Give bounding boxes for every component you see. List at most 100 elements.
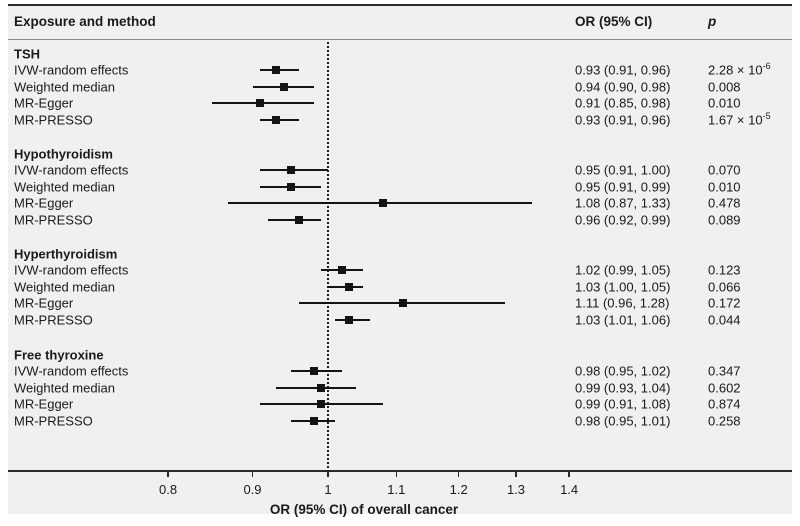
- forest-row: MR-Egger 1.08 (0.87, 1.33) 0.478: [8, 195, 792, 211]
- p-value: 1.67 × 10-5: [708, 110, 771, 128]
- point-estimate-marker: [279, 82, 288, 91]
- forest-row: IVW-random effects 0.98 (0.95, 1.02) 0.347: [8, 363, 792, 379]
- axis-tick: [395, 472, 398, 477]
- axis-tick: [568, 472, 570, 477]
- forest-row: MR-Egger 0.99 (0.91, 1.08) 0.874: [8, 396, 792, 412]
- group-label: Free thyroxine: [14, 347, 104, 363]
- point-estimate-marker: [309, 416, 318, 425]
- or-ci-value: 1.03 (1.00, 1.05): [575, 279, 671, 295]
- forest-row: Weighted median 0.94 (0.90, 0.98) 0.008: [8, 79, 792, 95]
- header-p-value: p: [708, 14, 717, 29]
- method-label: IVW-random effects: [14, 262, 129, 278]
- forest-row: MR-PRESSO 0.93 (0.91, 0.96) 1.67 × 10-5: [8, 110, 792, 128]
- forest-row: Weighted median 0.95 (0.91, 0.99) 0.010: [8, 179, 792, 195]
- p-value: 0.044: [708, 312, 741, 328]
- point-estimate-marker: [316, 400, 325, 409]
- point-estimate-marker: [287, 166, 296, 175]
- point-estimate-marker: [271, 66, 280, 75]
- method-label: MR-Egger: [14, 295, 74, 311]
- point-estimate-marker: [398, 299, 407, 308]
- header-exposure-and-method: Exposure and method: [14, 14, 156, 29]
- plot-area: TSH IVW-random effects 0.93 (0.91, 0.96) 2.…: [8, 40, 792, 470]
- p-value: 0.008: [708, 79, 741, 95]
- or-ci-value: 0.94 (0.90, 0.98): [575, 79, 671, 95]
- p-value: 0.258: [708, 413, 741, 429]
- header-separator-line: [8, 39, 792, 40]
- or-ci-value: 0.98 (0.95, 1.01): [575, 413, 671, 429]
- group-label: Hyperthyroidism: [14, 246, 118, 262]
- reference-dotted-line: [327, 42, 329, 468]
- p-value: 0.874: [708, 396, 741, 412]
- or-ci-value: 0.95 (0.91, 0.99): [575, 179, 671, 195]
- p-value-exponent: -5: [762, 110, 771, 121]
- p-value: 0.089: [708, 212, 741, 228]
- axis-tick-label: 1.2: [449, 482, 468, 497]
- axis-tick: [251, 472, 254, 477]
- or-ci-value: 1.11 (0.96, 1.28): [575, 295, 670, 311]
- axis-tick-label: 1.1: [387, 482, 406, 497]
- point-estimate-marker: [294, 215, 303, 224]
- point-estimate-marker: [271, 115, 280, 124]
- point-estimate-marker: [316, 383, 325, 392]
- method-label: MR-PRESSO: [14, 112, 93, 128]
- axis-tick: [457, 472, 460, 477]
- or-ci-value: 1.08 (0.87, 1.33): [575, 195, 671, 211]
- group-header-row: Free thyroxine: [8, 347, 792, 363]
- point-estimate-marker: [309, 367, 318, 376]
- group-label: Hypothyroidism: [14, 146, 113, 162]
- or-ci-value: 0.93 (0.91, 0.96): [575, 112, 671, 128]
- table-header: Exposure and method OR (95% CI) p: [8, 6, 792, 39]
- axis-tick-label: 0.9: [243, 482, 262, 497]
- p-value: 2.28 × 10-6: [708, 61, 771, 78]
- point-estimate-marker: [345, 315, 354, 324]
- axis-tick-label: 1.3: [506, 482, 526, 497]
- axis-tick: [327, 472, 329, 477]
- axis-tick-label: 1: [324, 482, 332, 497]
- point-estimate-marker: [345, 282, 354, 291]
- or-ci-value: 0.91 (0.85, 0.98): [575, 95, 671, 111]
- method-label: MR-Egger: [14, 195, 74, 211]
- group-header-row: Hyperthyroidism: [8, 246, 792, 262]
- p-value: 0.478: [708, 195, 741, 211]
- forest-row: MR-PRESSO 0.98 (0.95, 1.01) 0.258: [8, 413, 792, 429]
- method-label: MR-Egger: [14, 396, 74, 412]
- confidence-interval-line: [275, 386, 357, 389]
- header-or-ci: OR (95% CI): [575, 14, 653, 29]
- or-ci-value: 1.02 (0.99, 1.05): [575, 262, 671, 278]
- forest-plot-figure: Exposure and method OR (95% CI) p TSH IVW…: [8, 4, 792, 517]
- method-label: Weighted median: [14, 79, 115, 95]
- or-ci-value: 0.99 (0.91, 1.08): [575, 396, 671, 412]
- confidence-interval-line: [268, 218, 321, 221]
- axis-tick-label: 1.4: [560, 482, 579, 497]
- method-label: Weighted median: [14, 279, 115, 295]
- forest-row: Weighted median 1.03 (1.00, 1.05) 0.066: [8, 279, 792, 295]
- point-estimate-marker: [379, 199, 388, 208]
- p-value-exponent: -6: [762, 61, 771, 72]
- forest-row: MR-Egger 1.11 (0.96, 1.28) 0.172: [8, 295, 792, 311]
- x-axis-line: [8, 470, 792, 472]
- method-label: MR-PRESSO: [14, 413, 93, 429]
- axis-tick: [515, 472, 517, 477]
- or-ci-value: 0.93 (0.91, 0.96): [575, 62, 671, 78]
- method-label: MR-Egger: [14, 95, 74, 111]
- method-label: Weighted median: [14, 380, 115, 396]
- or-ci-value: 0.98 (0.95, 1.02): [575, 363, 671, 379]
- axis-tick: [167, 472, 169, 477]
- method-label: IVW-random effects: [14, 363, 129, 379]
- or-ci-value: 0.96 (0.92, 0.99): [575, 212, 671, 228]
- method-label: IVW-random effects: [14, 162, 129, 178]
- point-estimate-marker: [338, 266, 347, 275]
- or-ci-value: 1.03 (1.01, 1.06): [575, 312, 671, 328]
- point-estimate-marker: [256, 99, 265, 108]
- p-value: 0.010: [708, 179, 741, 195]
- forest-row: IVW-random effects 0.93 (0.91, 0.96) 2.28 …: [8, 62, 792, 78]
- p-value: 0.066: [708, 279, 741, 295]
- p-value: 0.347: [708, 363, 741, 379]
- group-label: TSH: [14, 46, 40, 62]
- forest-row: MR-Egger 0.91 (0.85, 0.98) 0.010: [8, 95, 792, 111]
- method-label: IVW-random effects: [14, 62, 129, 78]
- p-value: 0.123: [708, 262, 741, 278]
- forest-row: IVW-random effects 1.02 (0.99, 1.05) 0.123: [8, 262, 792, 278]
- method-label: MR-PRESSO: [14, 312, 93, 328]
